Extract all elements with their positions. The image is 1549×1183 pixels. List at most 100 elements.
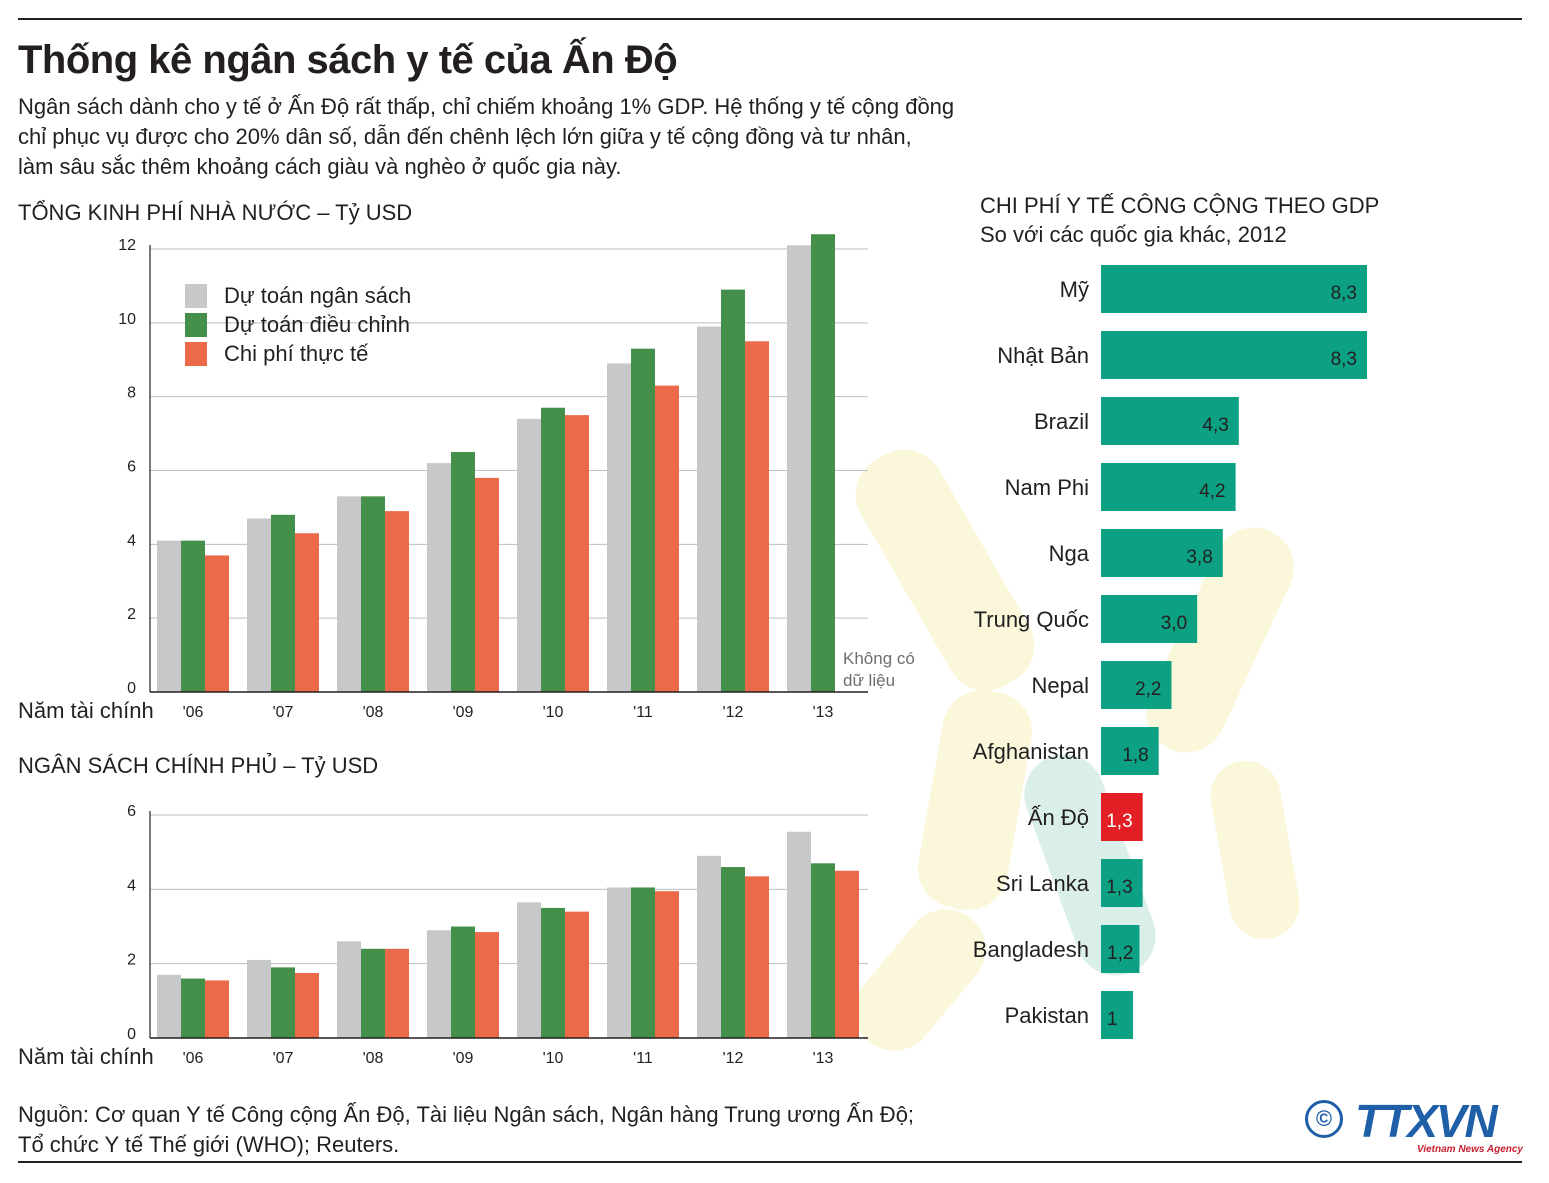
country-bar	[1101, 529, 1223, 577]
chart2-bar-2	[205, 980, 229, 1038]
chart2-bar-1	[811, 863, 835, 1038]
chart2-bar-2	[565, 911, 589, 1038]
legend-swatch-1	[185, 313, 207, 337]
country-value-label: 2,2	[1135, 679, 1161, 700]
country-bar	[1101, 925, 1140, 973]
chart1-y-tick-label: 2	[127, 606, 136, 623]
legend-swatch-2	[185, 342, 207, 366]
country-value-label: 8,3	[1331, 349, 1357, 370]
chart2-bar-1	[721, 867, 745, 1038]
country-value-label: 4,3	[1202, 415, 1228, 436]
chart2-x-tick-label: '09	[453, 1050, 474, 1067]
chart2-bar-1	[631, 887, 655, 1038]
country-label: Afghanistan	[973, 739, 1089, 764]
chart2-x-tick-label: '13	[813, 1050, 834, 1067]
country-value-label: 1	[1107, 1009, 1118, 1030]
country-value-label: 1,2	[1107, 943, 1133, 964]
country-value-label: 8,3	[1331, 283, 1357, 304]
intro-line: làm sâu sắc thêm khoảng cách giàu và ngh…	[18, 154, 622, 179]
chart1-bar-0	[787, 245, 811, 692]
chart2-bar-0	[157, 974, 181, 1038]
country-bar	[1101, 265, 1367, 313]
chart1-bar-0	[697, 326, 721, 692]
chart1-bar-2	[475, 477, 499, 692]
chart1-x-tick-label: '06	[183, 704, 204, 721]
chart2-bar-0	[427, 930, 451, 1038]
chart1-bar-2	[565, 415, 589, 692]
chart1-annotation: dữ liệu	[843, 671, 895, 690]
intro-line: Ngân sách dành cho y tế ở Ấn Độ rất thấp…	[18, 94, 955, 119]
chart2-bar-1	[361, 948, 385, 1038]
chart1-bar-1	[361, 496, 385, 692]
legend-swatch-0	[185, 284, 207, 308]
chart3-title: CHI PHÍ Y TẾ CÔNG CỘNG THEO GDP	[980, 193, 1380, 218]
ttxvn-logo: TTXVN Vietnam News Agency	[1355, 1098, 1525, 1156]
chart1-y-tick-label: 10	[118, 311, 136, 328]
chart1-y-tick-label: 0	[127, 680, 136, 697]
chart1-bar-1	[541, 407, 565, 692]
chart1-bar-1	[271, 514, 295, 692]
country-bar	[1101, 397, 1239, 445]
source-line: Nguồn: Cơ quan Y tế Công cộng Ấn Độ, Tài…	[18, 1102, 915, 1127]
chart1-x-tick-label: '07	[273, 704, 294, 721]
country-bar	[1101, 859, 1143, 907]
chart1-bar-0	[247, 518, 271, 692]
chart1-bar-0	[607, 363, 631, 692]
chart1-y-tick-label: 8	[127, 385, 136, 402]
page-title: Thống kê ngân sách y tế của Ấn Độ	[18, 38, 678, 82]
chart2-y-tick-label: 6	[127, 803, 136, 820]
chart1-annotation: Không có	[843, 649, 915, 668]
chart1-y-tick-label: 4	[127, 532, 136, 549]
bottom-rule	[18, 1161, 1522, 1163]
chart2-x-tick-label: '10	[543, 1050, 564, 1067]
chart1-bar-2	[745, 341, 769, 692]
country-label: Nam Phi	[1005, 475, 1089, 500]
source-line: Tổ chức Y tế Thế giới (WHO); Reuters.	[18, 1132, 400, 1157]
chart1-bar-2	[655, 385, 679, 692]
country-label: Nga	[1049, 541, 1090, 566]
chart2-x-tick-label: '08	[363, 1050, 384, 1067]
chart2-bar-0	[337, 941, 361, 1038]
chart1-x-tick-label: '09	[453, 704, 474, 721]
top-rule	[18, 18, 1522, 20]
chart2-bar-2	[475, 932, 499, 1038]
country-value-label: 1,3	[1106, 877, 1132, 898]
chart1-bar-0	[517, 418, 541, 692]
country-label: Bangladesh	[973, 937, 1089, 962]
country-label: Trung Quốc	[974, 607, 1089, 632]
chart1-bar-1	[181, 540, 205, 692]
chart2-x-tick-label: '12	[723, 1050, 744, 1067]
chart2-bar-2	[835, 870, 859, 1038]
chart2-bar-2	[655, 891, 679, 1038]
chart1-bar-2	[385, 511, 409, 692]
logo-tagline: Vietnam News Agency	[1417, 1144, 1523, 1155]
chart2-bar-0	[517, 902, 541, 1038]
country-bar	[1101, 727, 1159, 775]
country-label: Nepal	[1032, 673, 1089, 698]
chart2-x-tick-label: '11	[633, 1050, 653, 1067]
chart1-x-tick-label: '10	[543, 704, 564, 721]
chart1-bar-1	[631, 348, 655, 692]
chart2-bar-2	[745, 876, 769, 1038]
country-label: Mỹ	[1060, 277, 1089, 302]
country-bar	[1101, 793, 1143, 841]
country-value-label: 1,3	[1106, 811, 1132, 832]
chart2-bar-2	[295, 972, 319, 1038]
chart2-y-tick-label: 4	[127, 877, 136, 894]
chart1-bar-2	[205, 555, 229, 692]
chart2-bar-2	[385, 948, 409, 1038]
chart2-bar-0	[787, 831, 811, 1038]
chart2-bar-0	[697, 855, 721, 1038]
country-bar	[1101, 595, 1198, 643]
chart1-x-tick-label: '12	[723, 704, 744, 721]
country-value-label: 3,0	[1161, 613, 1187, 634]
chart1-y-tick-label: 6	[127, 459, 136, 476]
chart2-x-tick-label: '06	[183, 1050, 204, 1067]
chart2-bar-0	[247, 959, 271, 1038]
country-label: Sri Lanka	[996, 871, 1090, 896]
legend-label-1: Dự toán điều chỉnh	[224, 312, 410, 337]
chart2-title: NGÂN SÁCH CHÍNH PHỦ – Tỷ USD	[18, 753, 379, 778]
country-bar	[1101, 463, 1236, 511]
legend-label-2: Chi phí thực tế	[224, 341, 368, 366]
